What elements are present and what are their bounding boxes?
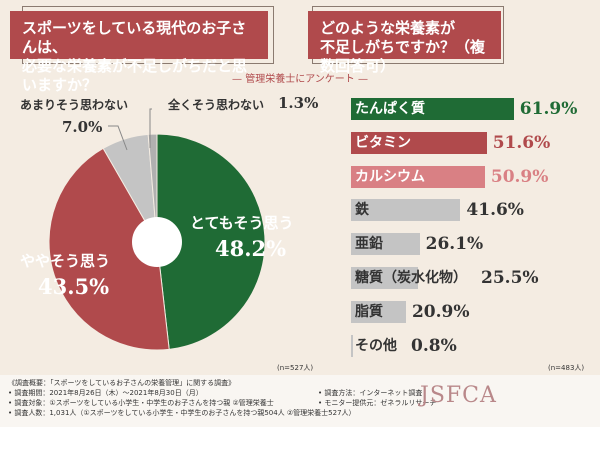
bar-label: 脂質 bbox=[355, 303, 383, 320]
pie-slice bbox=[147, 133, 158, 243]
bar-value: 61.9% bbox=[519, 99, 578, 119]
footer-heading: 《調査概要：「スポーツをしているお子さんの栄養管理」に関する調査》 bbox=[8, 379, 236, 387]
bar-label: カルシウム bbox=[355, 168, 425, 185]
bar-label: 糖質（炭水化物） bbox=[355, 270, 467, 286]
pie-value-strongly: 48.2% bbox=[215, 236, 287, 261]
bar bbox=[351, 165, 485, 188]
bar-value: 0.8% bbox=[411, 335, 457, 356]
bar-value: 25.5% bbox=[481, 268, 539, 288]
survey-subtitle: — 管理栄養士にアンケート — bbox=[232, 74, 368, 85]
footer-monitor: • モニター提供元：ゼネラルリサーチ bbox=[318, 399, 437, 407]
pie-chart bbox=[48, 108, 266, 351]
footer-count: • 調査人数：1,031人（①スポーツをしている小学生・中学生のお子さんを持つ親… bbox=[8, 409, 356, 417]
right-question-box: どのような栄養素が 不足しがちですか？（複数回答可） bbox=[308, 11, 501, 75]
survey-overview: 《調査概要：「スポーツをしているお子さんの栄養管理」に関する調査》 • 調査期間… bbox=[0, 375, 600, 427]
pie-label-strongly: とてもそう思う bbox=[190, 214, 294, 232]
bar-value: 20.9% bbox=[411, 301, 470, 322]
bar-label: たんぱく質 bbox=[355, 101, 425, 117]
bar-label: その他 bbox=[355, 337, 397, 354]
footer-target: • 調査対象：①スポーツをしている小学生・中学生のお子さんを持つ親 ②管理栄養士 bbox=[8, 399, 274, 407]
pie-sample-size: (n=527人) bbox=[277, 364, 314, 372]
jsfca-logo: JSFCA bbox=[420, 383, 497, 408]
bar bbox=[351, 131, 487, 154]
pie-label-never: 全くそう思わない bbox=[168, 98, 265, 112]
bar-label: ビタミン bbox=[355, 134, 411, 151]
right-question-line1: どのような栄養素が bbox=[320, 19, 456, 37]
bar-value: 51.6% bbox=[492, 132, 551, 153]
bar bbox=[351, 233, 420, 256]
pie-value-somewhat: 43.5% bbox=[38, 274, 110, 299]
bar-value: 26.1% bbox=[425, 234, 484, 255]
footer-method: • 調査方法：インターネット調査 bbox=[318, 389, 423, 397]
bar-value: 41.6% bbox=[466, 200, 524, 221]
pie-slice bbox=[48, 147, 170, 351]
pie-label-somewhat: ややそう思う bbox=[20, 252, 111, 270]
bar bbox=[351, 199, 461, 222]
leader-line-never bbox=[149, 108, 152, 148]
pie-slice bbox=[156, 133, 266, 350]
left-question-line2: 必要な栄養素が不足しがちだと思いますか？ bbox=[22, 57, 248, 94]
pie-label-rarely: あまりそう思わない bbox=[20, 98, 129, 112]
bar bbox=[351, 98, 514, 120]
bar bbox=[351, 334, 354, 357]
pie-value-never: 1.3% bbox=[278, 94, 319, 112]
left-question-line1: スポーツをしている現代のお子さんは、 bbox=[22, 19, 247, 56]
bar bbox=[351, 300, 406, 323]
pie-value-rarely: 7.0% bbox=[62, 118, 103, 136]
right-question-line2: 不足しがちですか？（複数回答可） bbox=[320, 38, 486, 75]
footer-period: • 調査期間：2021年8月26日（木）～2021年8月30日（月） bbox=[8, 389, 203, 397]
bar-sample-size: (n=483人) bbox=[548, 364, 585, 372]
bar bbox=[351, 267, 419, 289]
bar-label: 鉄 bbox=[355, 202, 369, 219]
leader-line-rarely bbox=[108, 125, 128, 151]
bar-value: 50.9% bbox=[490, 166, 549, 187]
bar-label: 亜鉛 bbox=[355, 236, 383, 253]
left-question-box: スポーツをしている現代のお子さんは、 必要な栄養素が不足しがちだと思いますか？ bbox=[10, 11, 268, 94]
donut-hole bbox=[132, 217, 182, 267]
